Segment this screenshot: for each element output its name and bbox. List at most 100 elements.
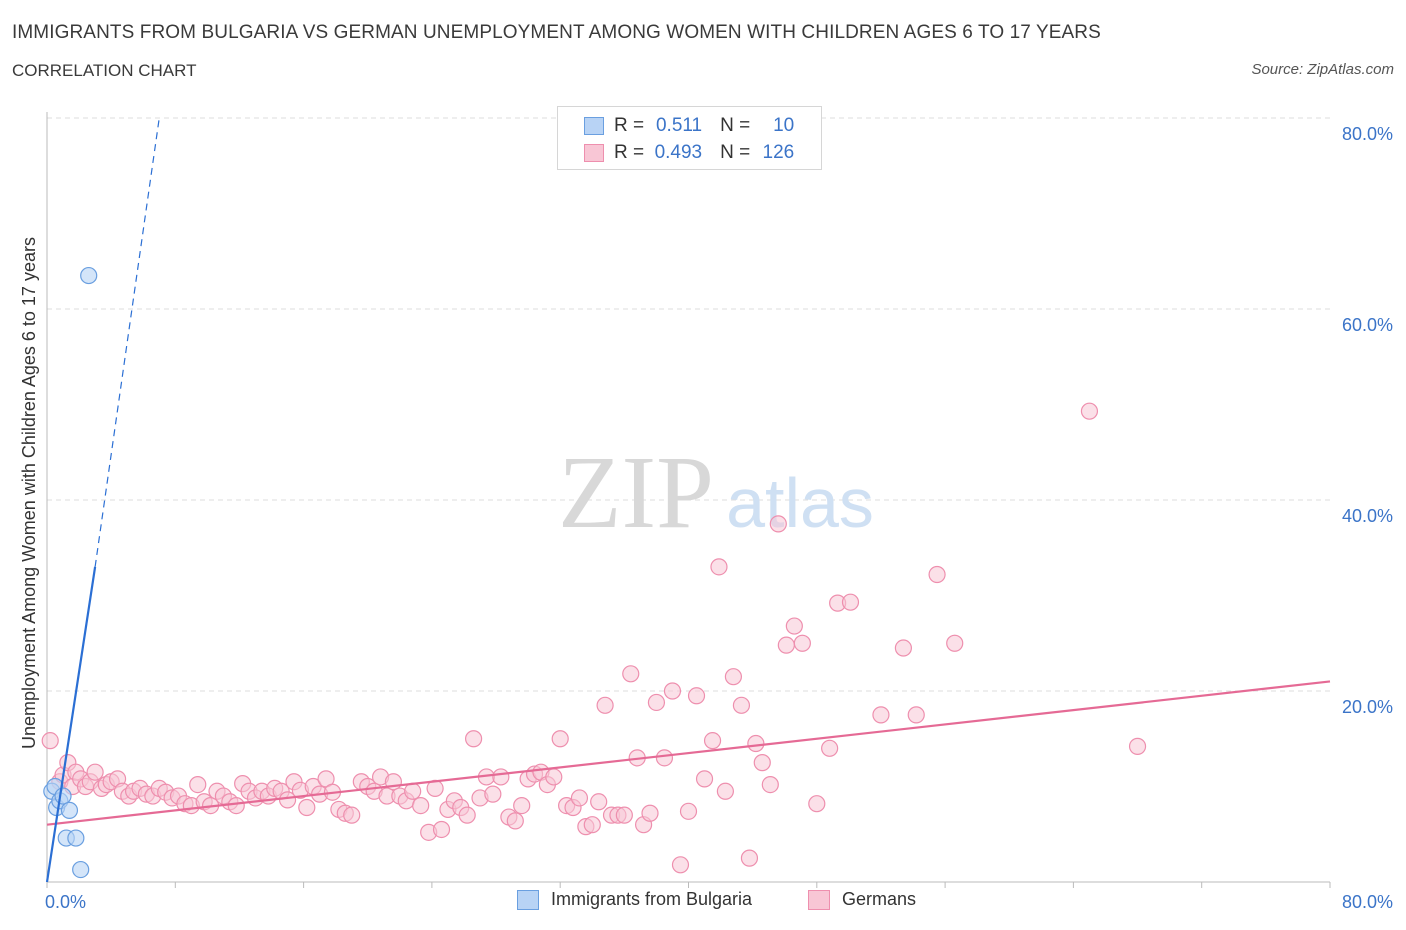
r-value: 0.511	[655, 115, 703, 136]
r-label: R =	[614, 115, 645, 136]
n-label: N =	[720, 115, 751, 136]
germans-point	[907, 706, 925, 724]
bulgaria-trend-extension	[94, 117, 160, 567]
legend-item-bulgaria[interactable]: Immigrants from Bulgaria	[517, 889, 752, 910]
bulgaria-point	[80, 266, 98, 285]
bulgaria-points	[43, 266, 98, 879]
germans-point	[671, 856, 690, 874]
y-tick-label: 80.0%	[1342, 124, 1393, 144]
y-tick-label: 40.0%	[1342, 506, 1393, 526]
bulgaria-point	[60, 801, 79, 819]
chart-subtitle: CORRELATION CHART	[12, 61, 197, 80]
germans-trend-line	[46, 680, 1331, 826]
germans-point	[894, 639, 913, 657]
germans-point	[710, 558, 728, 576]
germans-point	[412, 796, 430, 815]
bulgaria-trend-line	[45, 566, 97, 883]
n-value: 126	[762, 142, 795, 163]
grid-layer	[47, 117, 1330, 692]
germans-point	[716, 782, 734, 800]
germans-point	[732, 696, 751, 714]
bulgaria-swatch	[584, 117, 604, 135]
germans-point	[278, 791, 297, 809]
tick-labels: 20.0% 40.0% 60.0% 80.0% 0.0% 80.0%	[45, 124, 1393, 912]
germans-point	[747, 734, 765, 753]
germans-point	[703, 732, 722, 750]
stats-legend-row-germans: R = 0.493 N = 126	[584, 141, 794, 165]
germans-point	[695, 770, 714, 788]
chart-title: IMMIGRANTS FROM BULGARIA VS GERMAN UNEMP…	[12, 22, 1101, 43]
germans-point	[647, 693, 666, 712]
germans-point	[821, 739, 839, 757]
stats-legend-row-bulgaria: R = 0.511 N = 10	[584, 114, 794, 138]
germans-point	[343, 806, 361, 824]
r-label: R =	[614, 142, 645, 163]
germans-point	[740, 849, 759, 867]
germans-point	[596, 696, 614, 714]
n-value: 10	[773, 115, 795, 136]
germans-point	[1080, 402, 1099, 420]
germans-point	[641, 804, 659, 822]
y-axis-label: Unemployment Among Women with Children A…	[19, 237, 39, 749]
bulgaria-legend-swatch	[517, 889, 539, 910]
germans-point	[761, 775, 779, 794]
germans-point	[753, 754, 771, 772]
germans-point	[404, 782, 422, 800]
germans-point	[432, 820, 451, 839]
germans-point	[458, 806, 476, 824]
bulgaria-point	[54, 787, 72, 805]
germans-point	[506, 812, 524, 830]
y-tick-label: 60.0%	[1342, 315, 1393, 335]
axis-layer	[46, 112, 1331, 888]
x-tick-label: 0.0%	[45, 892, 86, 912]
source-label: Source: ZipAtlas.com	[1251, 61, 1394, 78]
germans-point	[872, 706, 890, 724]
germans-point	[808, 795, 826, 813]
germans-point	[41, 732, 59, 750]
x-tick-label: 80.0%	[1342, 892, 1393, 912]
germans-point	[777, 636, 795, 654]
germans-point	[769, 515, 787, 533]
n-label: N =	[720, 142, 751, 163]
legend-label-germans: Germans	[842, 889, 917, 909]
trend-lines	[45, 117, 1331, 883]
germans-swatch	[584, 144, 604, 162]
y-tick-label: 20.0%	[1342, 697, 1393, 717]
germans-point	[1128, 737, 1147, 755]
germans-point	[655, 749, 674, 767]
germans-point	[227, 796, 245, 815]
watermark: ZIP atlas	[558, 435, 874, 550]
germans-point	[590, 793, 608, 811]
germans-point	[545, 768, 563, 786]
bulgaria-point	[72, 860, 90, 879]
germans-point	[298, 798, 316, 817]
germans-point	[622, 665, 640, 683]
germans-point	[484, 785, 502, 803]
germans-point	[724, 668, 743, 686]
watermark-atlas: atlas	[726, 464, 874, 542]
germans-point	[793, 634, 811, 652]
watermark-zip: ZIP	[558, 435, 714, 550]
stats-legend: R = 0.511 N = 10 R = 0.493 N = 126	[557, 106, 822, 170]
germans-point	[492, 768, 510, 786]
germans-point	[570, 789, 589, 807]
legend-item-germans[interactable]: Germans	[808, 889, 916, 910]
r-value: 0.493	[654, 142, 703, 163]
legend-label-bulgaria: Immigrants from Bulgaria	[551, 889, 753, 909]
germans-point	[189, 775, 207, 794]
bulgaria-point	[67, 829, 85, 847]
germans-point	[687, 687, 706, 705]
germans-point	[841, 593, 860, 611]
germans-point	[946, 634, 964, 652]
series-legend: Immigrants from Bulgaria Germans	[0, 889, 1406, 915]
germans-point	[785, 617, 803, 635]
germans-point	[513, 796, 531, 815]
germans-point	[928, 565, 946, 584]
germans-point	[464, 730, 483, 748]
germans-point	[583, 816, 601, 834]
germans-point	[551, 730, 569, 748]
germans-point	[663, 682, 682, 700]
germans-point	[615, 806, 633, 824]
germans-legend-swatch	[808, 889, 830, 910]
